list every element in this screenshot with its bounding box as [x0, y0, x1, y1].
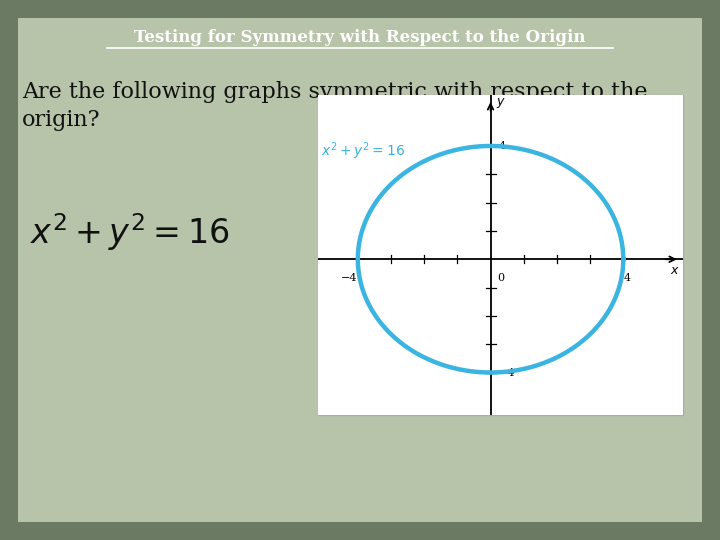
FancyBboxPatch shape [18, 18, 702, 522]
Text: −4: −4 [341, 273, 358, 284]
Text: 4: 4 [624, 273, 631, 284]
Text: $x^{2} + y^{2} = 16$: $x^{2} + y^{2} = 16$ [30, 211, 230, 253]
Text: 0: 0 [498, 273, 504, 284]
Text: Testing for Symmetry with Respect to the Origin: Testing for Symmetry with Respect to the… [134, 30, 586, 46]
Text: −4: −4 [499, 368, 516, 377]
Text: origin?: origin? [22, 109, 101, 131]
Text: Are the following graphs symmetric with respect to the: Are the following graphs symmetric with … [22, 81, 647, 103]
Text: $x$: $x$ [670, 264, 680, 277]
Text: $y$: $y$ [495, 97, 505, 111]
Text: 4: 4 [499, 141, 506, 151]
Bar [318, 95, 683, 415]
Text: $x^{2} + y^{2} = 16$: $x^{2} + y^{2} = 16$ [321, 141, 405, 163]
